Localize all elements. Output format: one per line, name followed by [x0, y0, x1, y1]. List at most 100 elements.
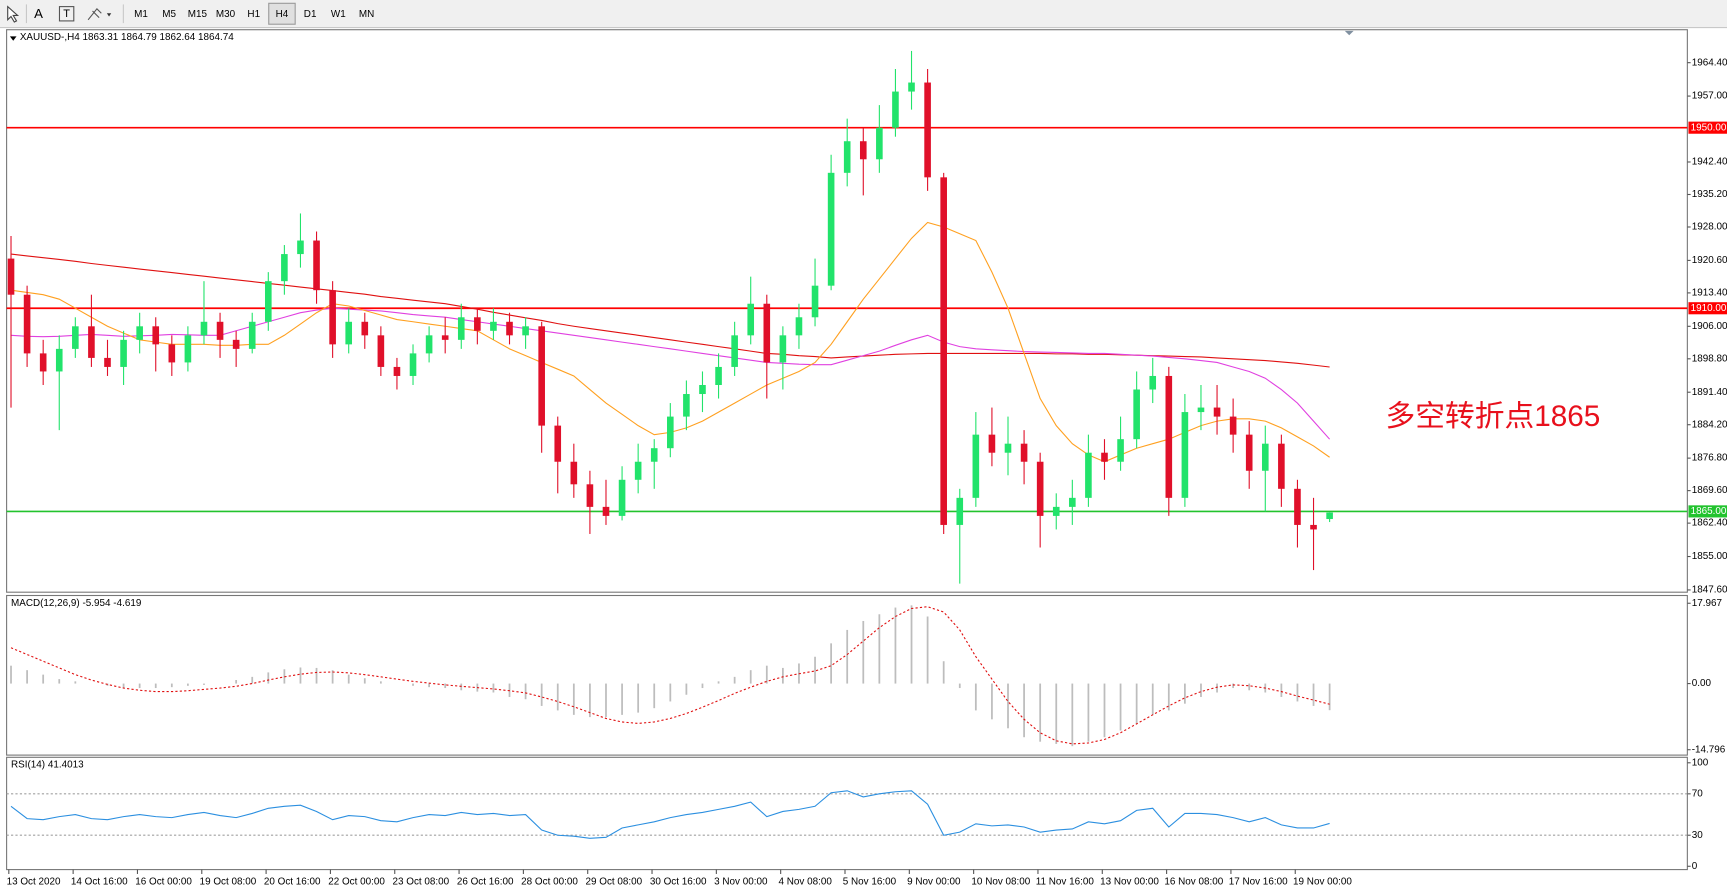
- x-tick-label: 17 Nov 16:00: [1229, 876, 1288, 887]
- candle-body: [924, 82, 931, 178]
- candle-body: [1261, 443, 1269, 471]
- indicator-title: MACD(12,26,9) -5.954 -4.619: [11, 598, 142, 609]
- candle-body: [55, 348, 63, 372]
- x-tick-label: 23 Oct 08:00: [393, 876, 450, 887]
- timeframe-label[interactable]: M5: [162, 9, 176, 20]
- timeframe-label[interactable]: W1: [331, 9, 346, 20]
- candle-body: [1213, 407, 1221, 417]
- timeframe-button[interactable]: [268, 2, 296, 25]
- text-tool[interactable]: A: [34, 6, 43, 21]
- candle-body: [747, 303, 755, 336]
- y-tick-label: 0: [1692, 861, 1698, 872]
- candle-body: [232, 339, 240, 349]
- indicator-title: RSI(14) 41.4013: [11, 760, 84, 771]
- candle-body: [39, 353, 47, 372]
- candle-body: [441, 335, 449, 340]
- timeframe-label[interactable]: H4: [276, 9, 289, 20]
- candle-body: [1020, 443, 1028, 462]
- candle-body: [377, 335, 385, 367]
- y-tick-label: -14.796: [1692, 744, 1726, 755]
- symbol-marker: [9, 36, 17, 41]
- timeframe-label[interactable]: M30: [216, 9, 236, 20]
- level-tag: [1688, 505, 1727, 518]
- y-tick-label: 1913.40: [1692, 288, 1727, 299]
- candle-body: [570, 461, 578, 485]
- level-tag: [1688, 121, 1727, 134]
- candle-body: [956, 497, 964, 525]
- shift-marker: [1344, 30, 1354, 36]
- candle-body: [827, 172, 835, 286]
- annotation: 多空转折点1865: [1386, 400, 1601, 433]
- candle-body: [988, 434, 996, 453]
- x-tick-label: 30 Oct 16:00: [650, 876, 707, 887]
- timeframe-label[interactable]: M1: [134, 9, 148, 20]
- candle-body: [1181, 412, 1189, 498]
- candle-body: [1117, 439, 1124, 462]
- candle-body: [859, 141, 867, 160]
- x-tick-label: 14 Oct 16:00: [71, 876, 128, 887]
- y-tick-label: 1964.40: [1692, 57, 1727, 68]
- candle-body: [843, 141, 851, 173]
- moving-average: [10, 307, 1331, 440]
- candle-body: [490, 321, 497, 331]
- candle-body: [345, 321, 353, 345]
- candle-body: [1165, 375, 1173, 498]
- candle-body: [425, 335, 433, 354]
- x-tick-label: 26 Oct 16:00: [457, 876, 514, 887]
- x-tick-label: 11 Nov 16:00: [1036, 876, 1095, 887]
- text-label-tool[interactable]: T: [63, 8, 70, 20]
- x-tick-label: 3 Nov 00:00: [714, 876, 768, 887]
- candle-body: [602, 506, 610, 516]
- candle-body: [1101, 452, 1108, 462]
- candle-body: [168, 344, 176, 363]
- candle-body: [393, 366, 401, 376]
- candle-body: [361, 321, 369, 336]
- candle-body: [618, 479, 626, 516]
- text-label-icon[interactable]: [58, 6, 75, 22]
- x-tick-label: 19 Oct 08:00: [200, 876, 257, 887]
- candle-body: [1036, 461, 1044, 516]
- candle-body: [1294, 488, 1301, 525]
- y-tick-label: 1920.60: [1692, 255, 1727, 266]
- timeframe-label[interactable]: MN: [359, 9, 374, 20]
- timeframe-label[interactable]: D1: [304, 9, 317, 20]
- macd-signal: [10, 606, 1330, 745]
- x-tick-label: 16 Nov 08:00: [1164, 876, 1223, 887]
- candle-body: [329, 290, 336, 345]
- candle-body: [972, 434, 980, 498]
- x-tick-label: 28 Oct 00:00: [521, 876, 578, 887]
- candle-body: [1149, 375, 1157, 390]
- level-label: 1865.00: [1691, 506, 1727, 517]
- y-tick-label: 17.967: [1692, 598, 1722, 609]
- cursor-icon[interactable]: [7, 5, 20, 23]
- moving-average: [10, 253, 1330, 368]
- x-tick-label: 19 Nov 00:00: [1293, 876, 1352, 887]
- dropdown-arrow[interactable]: [106, 13, 112, 17]
- candle-body: [892, 91, 899, 128]
- candle-body: [908, 82, 915, 92]
- y-tick-label: 1876.80: [1692, 453, 1727, 464]
- x-tick-label: 16 Oct 00:00: [135, 876, 192, 887]
- candle-body: [313, 240, 320, 291]
- candle-body: [763, 303, 771, 363]
- candle-body: [667, 416, 674, 449]
- rsi-line: [10, 790, 1330, 839]
- level-tag: [1688, 302, 1727, 315]
- candle-body: [120, 339, 127, 367]
- candle-body: [88, 326, 95, 358]
- level-label: 1950.00: [1691, 122, 1727, 133]
- y-tick-label: 100: [1692, 757, 1709, 768]
- x-tick-label: 9 Nov 00:00: [907, 876, 961, 887]
- candle-body: [538, 326, 545, 426]
- x-tick-label: 29 Oct 08:00: [586, 876, 643, 887]
- candle-body: [683, 394, 690, 417]
- candle-body: [1085, 452, 1092, 498]
- timeframe-label[interactable]: H1: [247, 9, 260, 20]
- timeframe-label[interactable]: M15: [188, 9, 208, 20]
- y-tick-label: 1884.20: [1692, 419, 1727, 430]
- y-tick-label: 1855.00: [1692, 551, 1727, 562]
- candle-body: [1004, 443, 1012, 453]
- candle-body: [1133, 389, 1140, 440]
- y-tick-label: 1942.40: [1692, 157, 1727, 168]
- shapes-icon[interactable]: [87, 7, 102, 21]
